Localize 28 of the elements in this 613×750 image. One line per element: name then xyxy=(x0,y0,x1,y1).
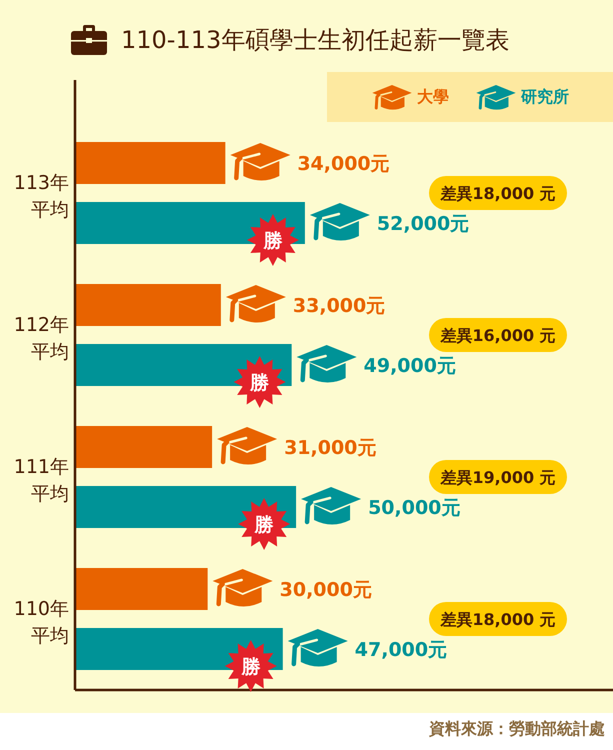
legend-label: 研究所 xyxy=(521,86,569,108)
bar xyxy=(75,426,212,468)
data-label: 52,000元 xyxy=(376,213,470,235)
bar xyxy=(75,142,226,184)
annotation: 勝 xyxy=(249,372,270,394)
y-tick-label: 113年平均 xyxy=(14,172,69,221)
text: 差異18,000 元 xyxy=(439,610,556,629)
annotation: 勝 xyxy=(254,514,275,536)
data-label: 31,000元 xyxy=(284,437,376,459)
y-tick-label: 112年平均 xyxy=(14,314,69,363)
data-label: 34,000元 xyxy=(297,153,390,175)
y-tick-label: 111年平均 xyxy=(14,456,69,505)
data-label: 50,000元 xyxy=(368,497,460,519)
legend-label: 大學 xyxy=(417,86,449,108)
bar xyxy=(75,568,208,610)
bar xyxy=(75,284,221,326)
annotation: 勝 xyxy=(262,230,284,252)
text: 差異19,000 元 xyxy=(439,468,556,487)
data-label: 47,000元 xyxy=(354,639,448,661)
data-label: 30,000元 xyxy=(280,579,372,601)
chart-title: 110-113年碩學士生初任起薪一覽表 xyxy=(121,25,510,56)
annotation: 勝 xyxy=(240,656,262,678)
data-label: 33,000元 xyxy=(292,295,386,317)
y-tick-label: 110年平均 xyxy=(14,598,69,647)
text: 差異16,000 元 xyxy=(439,326,556,345)
data-label: 49,000元 xyxy=(364,355,456,377)
text: 差異18,000 元 xyxy=(439,184,556,203)
source-note: 資料來源：勞動部統計處 xyxy=(429,719,605,740)
